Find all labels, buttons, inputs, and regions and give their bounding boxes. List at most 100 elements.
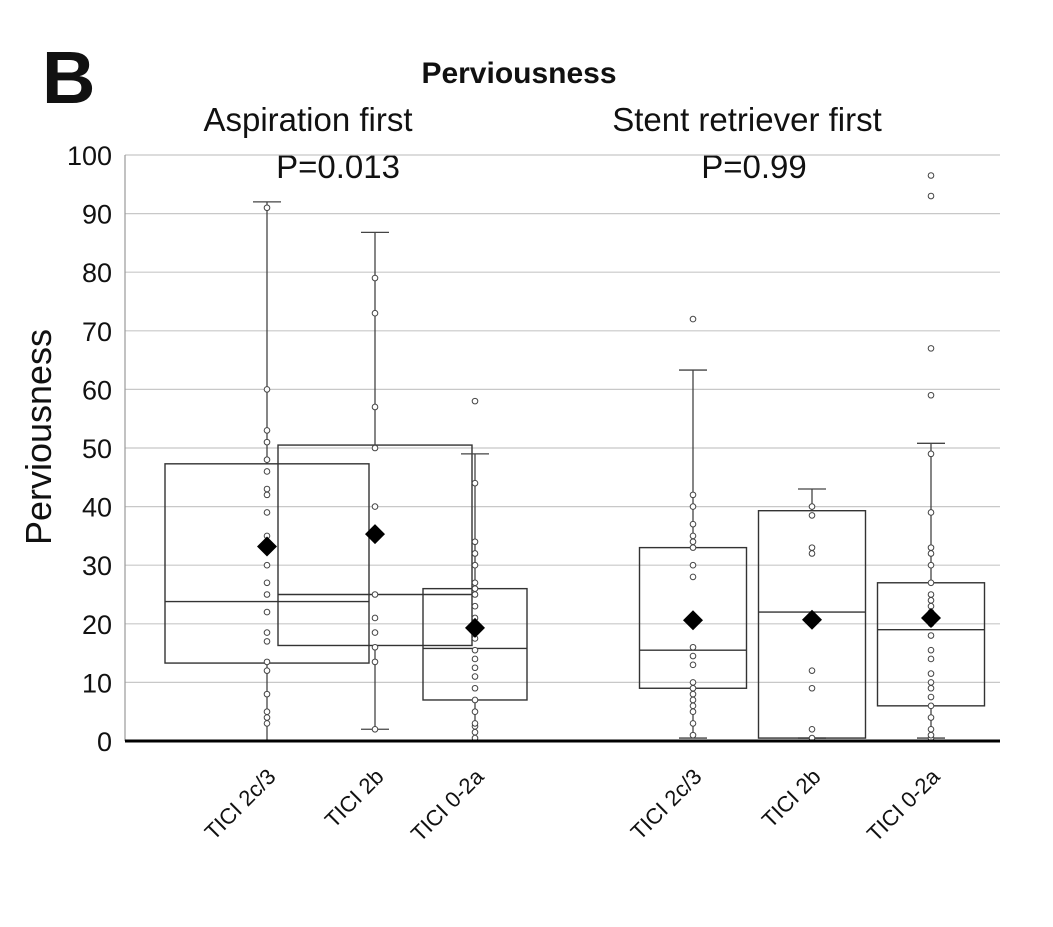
data-point	[927, 450, 935, 458]
data-point	[371, 658, 379, 666]
y-tick-label: 60	[82, 375, 112, 405]
data-point	[927, 646, 935, 654]
data-point	[689, 538, 697, 546]
y-tick-label: 100	[67, 141, 112, 171]
data-point	[689, 491, 697, 499]
data-point	[263, 667, 271, 674]
data-point	[927, 544, 935, 551]
data-point	[263, 608, 271, 616]
data-point	[689, 679, 697, 686]
x-tick-label: TICI 2c/3	[626, 764, 707, 845]
pvalue-stent: P=0.99	[701, 148, 807, 185]
data-point	[371, 629, 379, 636]
data-point	[689, 708, 697, 716]
data-point	[689, 520, 697, 528]
y-tick-label: 50	[82, 434, 112, 464]
data-point	[808, 550, 816, 557]
data-point	[689, 652, 697, 660]
data-point	[471, 602, 479, 610]
y-tick-label: 90	[82, 200, 112, 230]
data-point	[263, 204, 271, 212]
y-tick-label: 40	[82, 493, 112, 523]
mean-marker	[465, 617, 485, 638]
data-point	[927, 632, 935, 639]
data-point	[689, 532, 697, 540]
data-point	[471, 708, 479, 716]
data-point	[689, 731, 697, 739]
data-point	[927, 693, 935, 701]
box-plot-0-2	[422, 397, 528, 742]
data-point	[927, 579, 935, 587]
box-plot-0-1	[277, 231, 473, 733]
data-point	[808, 512, 816, 519]
x-tick-label: TICI 2b	[757, 764, 826, 833]
data-point	[263, 438, 271, 446]
data-point	[263, 561, 271, 569]
data-point	[263, 720, 271, 727]
data-point	[371, 503, 379, 510]
data-point	[471, 684, 479, 692]
data-point	[689, 573, 697, 581]
data-point	[927, 591, 935, 598]
y-tick-label: 80	[82, 258, 112, 288]
box-plot-1-0	[638, 315, 748, 739]
data-point	[471, 397, 479, 405]
data-point	[689, 561, 697, 569]
data-point	[808, 725, 816, 733]
data-point	[471, 538, 479, 546]
data-point	[927, 670, 935, 677]
data-point	[927, 561, 935, 569]
data-point	[927, 679, 935, 686]
data-point	[371, 591, 379, 598]
box-plots	[164, 172, 986, 742]
mean-marker	[365, 524, 385, 545]
data-point	[927, 345, 935, 352]
data-point	[371, 403, 379, 411]
y-axis-label: Perviousness	[18, 329, 59, 545]
data-point	[263, 658, 271, 666]
pvalue-aspiration: P=0.013	[276, 148, 400, 185]
data-point	[689, 720, 697, 727]
data-point	[371, 725, 379, 733]
box-plot-1-1	[757, 488, 867, 742]
data-point	[263, 386, 271, 393]
data-point	[927, 702, 935, 710]
data-point	[927, 391, 935, 399]
y-tick-label: 70	[82, 317, 112, 347]
data-point	[263, 485, 271, 493]
y-tick-label: 10	[82, 668, 112, 698]
chart-title: Perviousness	[421, 57, 616, 90]
data-point	[689, 684, 697, 692]
data-point	[689, 315, 697, 323]
data-point	[808, 544, 816, 551]
data-point	[263, 579, 271, 587]
data-point	[689, 696, 697, 704]
data-point	[471, 664, 479, 672]
data-point	[471, 591, 479, 598]
data-point	[371, 309, 379, 317]
data-point	[927, 550, 935, 557]
data-point	[927, 684, 935, 692]
data-point	[808, 667, 816, 674]
data-point	[689, 503, 697, 510]
y-tick-label: 20	[82, 610, 112, 640]
data-point	[371, 444, 379, 452]
mean-marker	[921, 607, 941, 628]
mean-marker	[683, 610, 703, 631]
data-point	[471, 585, 479, 592]
data-point	[263, 509, 271, 516]
data-point	[263, 690, 271, 698]
data-point	[263, 714, 271, 721]
data-point	[471, 673, 479, 680]
panel-label: B	[42, 36, 95, 119]
y-tick-labels: 0 10 20 30 40 50 60 70 80 90 100	[67, 141, 112, 757]
data-point	[927, 725, 935, 733]
y-tick-label: 30	[82, 551, 112, 581]
data-point	[263, 591, 271, 598]
data-point	[471, 561, 479, 569]
data-point	[808, 684, 816, 692]
data-point	[471, 720, 479, 727]
data-point	[927, 655, 935, 663]
data-point	[263, 708, 271, 716]
box-plot-1-2	[876, 172, 986, 742]
